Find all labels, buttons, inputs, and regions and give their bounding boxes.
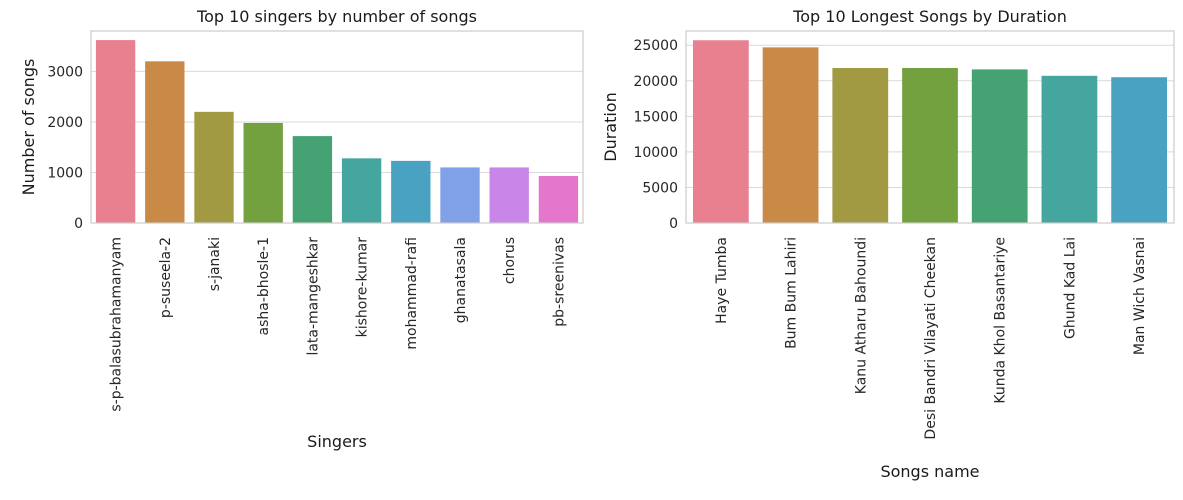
y-tick-label: 20000: [633, 74, 678, 90]
x-tick-label: chorus: [502, 237, 518, 284]
x-tick-label: mohammad-rafi: [404, 237, 420, 350]
x-tick-label: s-p-balasubrahamanyam: [109, 237, 125, 412]
x-tick-label: Desi Bandri Vilayati Cheekan: [923, 237, 939, 440]
x-tick-label: Haye Tumba: [714, 237, 730, 324]
bar-pb-sreenivas: [538, 176, 579, 223]
bar-s-p-balasubrahamanyam: [95, 40, 136, 223]
bar-ghund-kad-lai: [1041, 75, 1098, 223]
bar-chorus: [489, 167, 529, 223]
y-tick-label: 1000: [47, 165, 83, 181]
bar-asha-bhosle-1: [243, 122, 283, 223]
bar-ghanatasala: [440, 167, 480, 223]
bar-desi-bandri-vilayati-cheekan: [902, 67, 958, 223]
bar-bum-bum-lahiri: [762, 47, 819, 223]
x-tick-label: lata-mangeshkar: [305, 237, 321, 356]
bar-lata-mangeshkar: [292, 136, 333, 223]
bar-kanu-atharu-bahoundi: [832, 67, 889, 223]
y-tick-label: 25000: [633, 38, 678, 54]
chart-2: Haye Tumba Bum Bum Lahiri Kanu Atharu Baho…: [601, 7, 1175, 481]
y-tick-label: 10000: [633, 145, 678, 161]
x-axis-label: Singers: [307, 432, 367, 451]
bar-mohammad-rafi: [391, 160, 431, 223]
x-tick-label: asha-bhosle-1: [256, 237, 272, 335]
bar-kunda-khol-basantariye: [971, 69, 1028, 224]
y-axis-label: Duration: [601, 92, 620, 162]
bar-haye-tumba: [692, 40, 749, 223]
y-tick-label: 5000: [642, 180, 678, 196]
x-tick-label: Kanu Atharu Bahoundi: [853, 237, 869, 394]
x-axis-label: Songs name: [880, 462, 979, 481]
x-tick-label: Ghund Kad Lai: [1062, 237, 1078, 339]
y-tick-label: 2000: [47, 115, 83, 131]
bar-man-wich-vasnai: [1111, 77, 1168, 223]
bar-p-suseela-2: [145, 61, 185, 223]
x-tick-label: p-suseela-2: [158, 237, 174, 318]
x-tick-label: Kunda Khol Basantariye: [993, 237, 1009, 404]
bar-kishore-kumar: [341, 158, 382, 223]
y-tick-label: 15000: [633, 109, 678, 125]
bar-s-janaki: [194, 111, 234, 223]
x-tick-label: pb-sreenivas: [551, 237, 567, 327]
x-tick-label: s-janaki: [207, 237, 223, 291]
x-tick-label: Bum Bum Lahiri: [784, 237, 800, 349]
chart-title: Top 10 Longest Songs by Duration: [792, 7, 1067, 26]
y-axis-label: Number of songs: [19, 59, 38, 196]
y-tick-label: 3000: [47, 64, 83, 80]
chart-title: Top 10 singers by number of songs: [196, 7, 477, 26]
x-tick-label: ghanatasala: [453, 237, 469, 323]
x-tick-label: Man Wich Vasnai: [1132, 237, 1148, 355]
chart-1: s-p-balasubrahamanyam p-suseela-2 s-janaki…: [19, 7, 584, 451]
y-tick-label: 0: [74, 216, 83, 232]
plot-frame: [90, 30, 584, 224]
x-tick-label: kishore-kumar: [355, 237, 371, 338]
plot-frame: [685, 30, 1175, 224]
y-tick-label: 0: [669, 216, 678, 232]
